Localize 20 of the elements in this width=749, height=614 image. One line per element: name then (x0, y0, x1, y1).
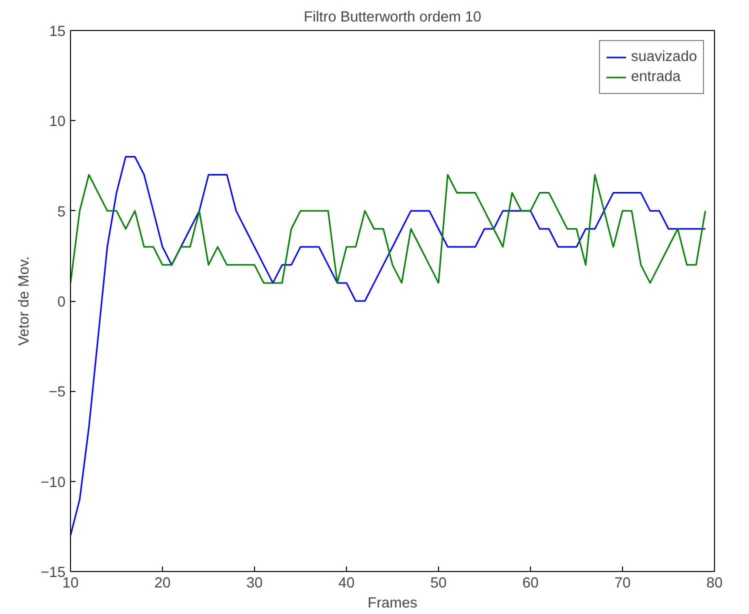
y-tick-label: −5 (48, 384, 66, 401)
y-tick-label: 10 (49, 114, 66, 130)
line-series (70, 156, 706, 536)
x-tick-label: 40 (338, 576, 355, 592)
line-series (70, 174, 706, 284)
x-tick-label: 60 (522, 576, 539, 592)
x-tick-label: 80 (706, 576, 723, 592)
x-tick-label: 30 (246, 576, 263, 592)
y-tick-label: 15 (49, 24, 66, 40)
chart-title: Filtro Butterworth ordem 10 (304, 10, 482, 26)
y-tick-label: 5 (57, 204, 66, 220)
legend-label: entrada (631, 69, 681, 85)
y-tick-label: −10 (40, 474, 66, 491)
x-tick-label: 50 (430, 576, 447, 592)
x-tick-label: 20 (154, 576, 171, 592)
x-tick-label: 70 (614, 576, 631, 592)
y-axis-title: Vetor de Mov. (16, 256, 33, 346)
x-axis-title: Frames (368, 596, 418, 612)
legend-label: suavizado (631, 49, 697, 65)
y-tick-label: 0 (57, 294, 66, 310)
